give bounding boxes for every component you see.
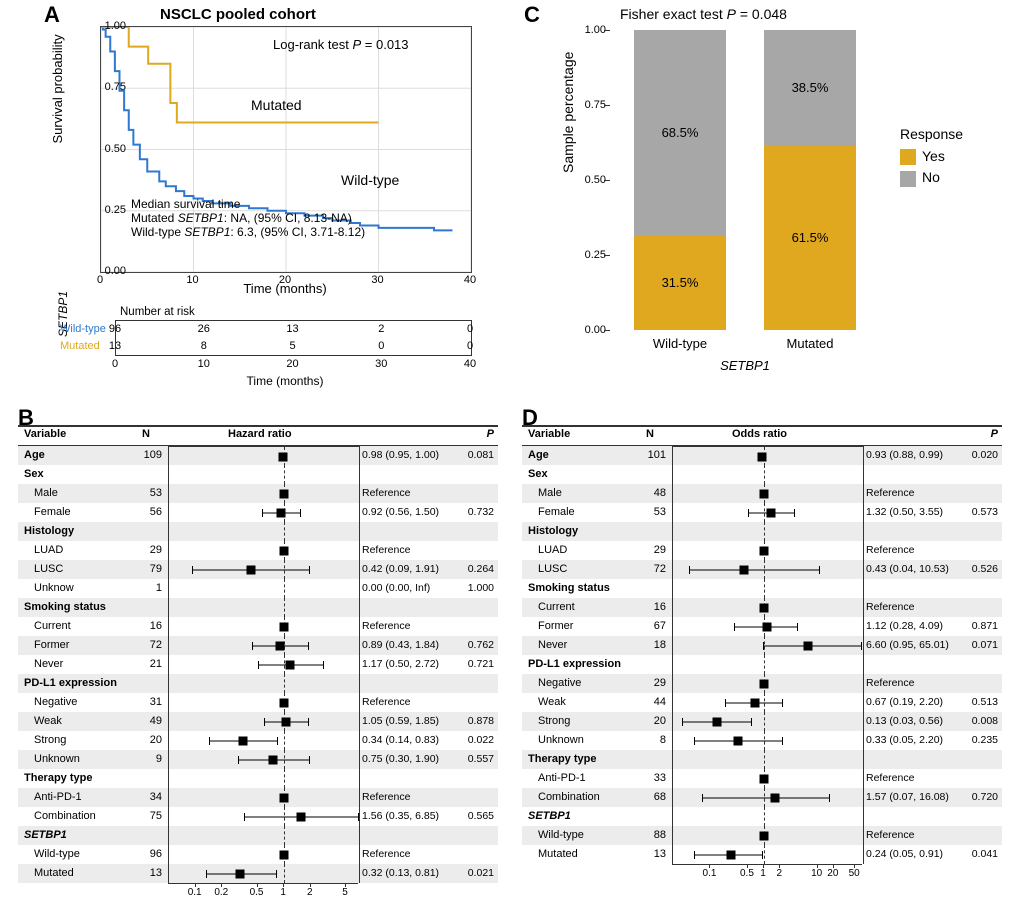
risk-cell: 0 — [455, 323, 485, 335]
forest-row: Therapy type — [522, 750, 1002, 769]
forest-row: Anti-PD-134Reference — [18, 788, 498, 807]
forest-row: Negative31Reference — [18, 693, 498, 712]
forest-row: LUAD29Reference — [18, 541, 498, 560]
c-xtick: Mutated — [787, 336, 834, 351]
risk-cell: 2 — [366, 323, 396, 335]
panel-label-c: C — [524, 2, 540, 28]
panel-c: Fisher exact test P = 0.048 Sample perce… — [540, 6, 1000, 406]
forest-row: LUSC790.42 (0.09, 1.91)0.264 — [18, 560, 498, 579]
forest-row: LUAD29Reference — [522, 541, 1002, 560]
forest-row: Strong200.13 (0.03, 0.56)0.008 — [522, 712, 1002, 731]
forest-row: Histology — [522, 522, 1002, 541]
km-median-wt: Wild-type SETBP1: 6.3, (95% CI, 3.71-8.1… — [131, 225, 365, 239]
c-title: Fisher exact test P = 0.048 — [620, 6, 787, 22]
km-ann-wildtype: Wild-type — [341, 172, 399, 188]
forest-row: Age1010.93 (0.88, 0.99)0.020 — [522, 446, 1002, 465]
risk-cell: 13 — [100, 340, 130, 352]
forest-row: Unknow10.00 (0.00, Inf)1.000 — [18, 579, 498, 598]
km-plot: Log-rank test P = 0.013 Mutated Wild-typ… — [100, 26, 472, 273]
forest-row: SETBP1 — [522, 807, 1002, 826]
forest-row: Female531.32 (0.50, 3.55)0.573 — [522, 503, 1002, 522]
forest-row: Combination751.56 (0.35, 6.85)0.565 — [18, 807, 498, 826]
km-ann-mutated: Mutated — [251, 97, 302, 113]
forest-row: Wild-type96Reference — [18, 845, 498, 864]
km-ylabel: Survival probability — [50, 34, 65, 143]
forest-row: PD-L1 expression — [18, 674, 498, 693]
forest-row: Weak440.67 (0.19, 2.20)0.513 — [522, 693, 1002, 712]
legend-item: Yes — [900, 148, 963, 165]
forest-row: Age1090.98 (0.95, 1.00)0.081 — [18, 446, 498, 465]
km-title: NSCLC pooled cohort — [160, 6, 316, 23]
figure: A B C D NSCLC pooled cohort Survival pro… — [0, 0, 1020, 895]
forest-row: SETBP1 — [18, 826, 498, 845]
forest-row: Unknown80.33 (0.05, 2.20)0.235 — [522, 731, 1002, 750]
forest-row: Former671.12 (0.28, 4.09)0.871 — [522, 617, 1002, 636]
forest-row: Strong200.34 (0.14, 0.83)0.022 — [18, 731, 498, 750]
risk-row-label: Mutated — [60, 340, 100, 352]
c-plot: 68.5%31.5% 38.5%61.5% — [610, 30, 880, 330]
forest-row: Mutated130.24 (0.05, 0.91)0.041 — [522, 845, 1002, 864]
risk-cell: 96 — [100, 323, 130, 335]
forest-row: Female560.92 (0.56, 1.50)0.732 — [18, 503, 498, 522]
c-ylabel: Sample percentage — [560, 52, 576, 173]
forest-row: Never186.60 (0.95, 65.01)0.071 — [522, 636, 1002, 655]
stacked-bar: 38.5%61.5% — [764, 30, 856, 330]
risk-cell: 13 — [278, 323, 308, 335]
forest-row: Smoking status — [18, 598, 498, 617]
forest-row: Combination681.57 (0.07, 16.08)0.720 — [522, 788, 1002, 807]
forest-row: Current16Reference — [522, 598, 1002, 617]
forest-row: Male53Reference — [18, 484, 498, 503]
panel-b-forest: VariableNHazard ratioPAge1090.98 (0.95, … — [18, 425, 498, 913]
forest-row: Sex — [18, 465, 498, 484]
km-xlabel: Time (months) — [100, 281, 470, 296]
c-xtick: Wild-type — [653, 336, 707, 351]
c-xlabel: SETBP1 — [610, 358, 880, 373]
forest-row: Current16Reference — [18, 617, 498, 636]
panel-d-forest: VariableNOdds ratioPAge1010.93 (0.88, 0.… — [522, 425, 1002, 894]
forest-row: Mutated130.32 (0.13, 0.81)0.021 — [18, 864, 498, 883]
c-legend-title: Response — [900, 126, 963, 142]
legend-item: No — [900, 169, 963, 186]
stacked-bar: 68.5%31.5% — [634, 30, 726, 330]
risk-title: Number at risk — [120, 306, 195, 318]
risk-cell: 0 — [455, 340, 485, 352]
km-logrank: Log-rank test P = 0.013 — [273, 37, 409, 52]
forest-row: Anti-PD-133Reference — [522, 769, 1002, 788]
forest-row: Therapy type — [18, 769, 498, 788]
forest-row: Negative29Reference — [522, 674, 1002, 693]
forest-row: Wild-type88Reference — [522, 826, 1002, 845]
km-median-mut: Mutated SETBP1: NA, (95% CI, 8.13-NA) — [131, 211, 365, 225]
risk-cell: 8 — [189, 340, 219, 352]
forest-row: Former720.89 (0.43, 1.84)0.762 — [18, 636, 498, 655]
km-median-header: Median survival time — [131, 197, 365, 211]
panel-a: NSCLC pooled cohort Survival probability… — [40, 6, 500, 406]
risk-row-label: Wild-type — [60, 323, 106, 335]
risk-xlabel: Time (months) — [100, 374, 470, 388]
forest-row: Smoking status — [522, 579, 1002, 598]
km-median-box: Median survival time Mutated SETBP1: NA,… — [131, 197, 365, 239]
forest-row: PD-L1 expression — [522, 655, 1002, 674]
forest-row: Male48Reference — [522, 484, 1002, 503]
forest-row: Weak491.05 (0.59, 1.85)0.878 — [18, 712, 498, 731]
forest-row: Histology — [18, 522, 498, 541]
forest-row: LUSC720.43 (0.04, 10.53)0.526 — [522, 560, 1002, 579]
c-legend: Response Yes No — [900, 126, 963, 191]
forest-row: Sex — [522, 465, 1002, 484]
risk-cell: 5 — [278, 340, 308, 352]
forest-row: Never211.17 (0.50, 2.72)0.721 — [18, 655, 498, 674]
risk-cell: 26 — [189, 323, 219, 335]
risk-cell: 0 — [366, 340, 396, 352]
forest-row: Unknown90.75 (0.30, 1.90)0.557 — [18, 750, 498, 769]
